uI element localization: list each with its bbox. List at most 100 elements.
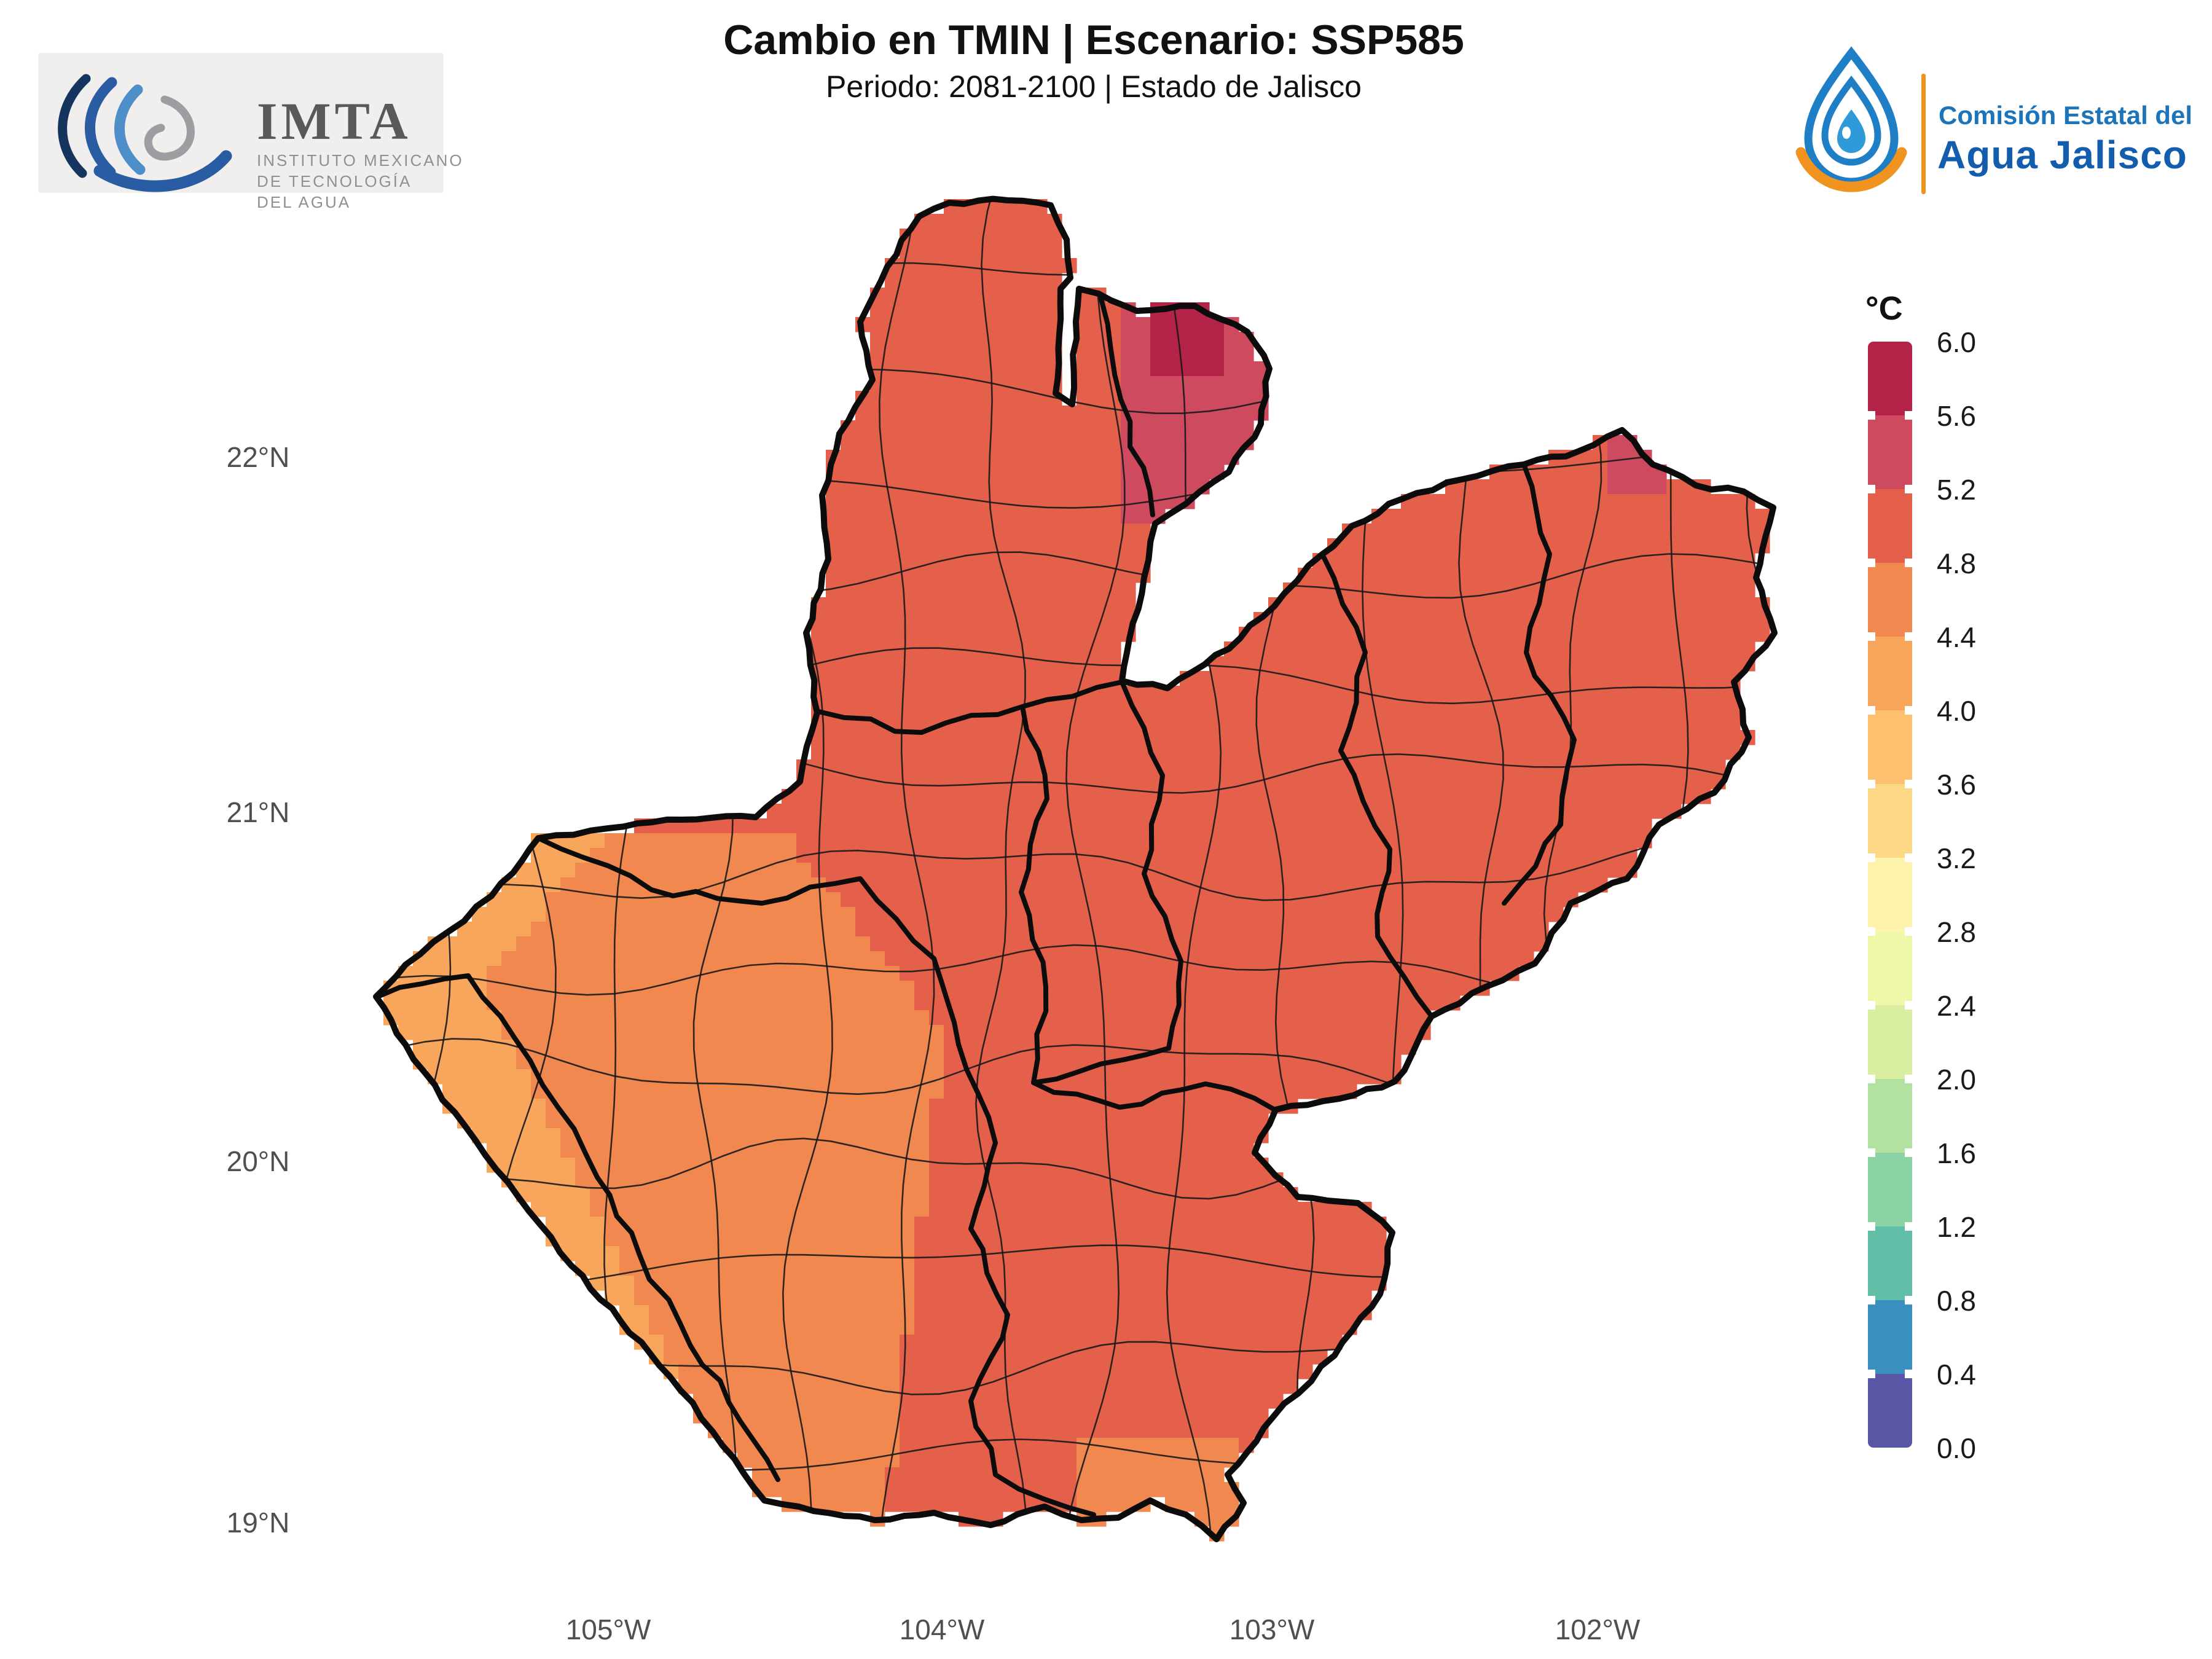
raster-cell [885,1349,900,1365]
raster-cell [959,848,974,863]
raster-cell [811,818,826,834]
raster-cell [1018,1231,1033,1247]
raster-cell [929,538,944,554]
raster-cell [914,981,930,996]
raster-cell [1032,1467,1048,1483]
raster-cell [1224,1379,1239,1394]
raster-cell [1106,1467,1121,1483]
raster-cell [796,1128,812,1143]
raster-cell [1460,627,1475,642]
raster-cell [1135,1438,1151,1453]
raster-cell [1519,597,1534,613]
raster-cell [752,1158,767,1173]
raster-cell [929,863,944,878]
raster-cell [841,1099,856,1114]
raster-cell [1357,877,1372,893]
raster-cell [1534,789,1549,804]
raster-cell [944,1054,959,1070]
raster-cell [1003,302,1018,318]
raster-cell [1357,715,1372,731]
raster-cell [1003,435,1018,450]
raster-cell [767,1099,782,1114]
raster-cell [1401,612,1416,627]
raster-cell [1047,922,1062,937]
raster-cell [973,288,989,303]
raster-cell [811,1320,826,1335]
raster-cell [1091,1467,1107,1483]
raster-cell [973,435,989,450]
raster-cell [826,774,841,790]
raster-cell [1106,597,1121,613]
raster-cell [929,1113,944,1129]
raster-cell [1150,877,1166,893]
raster-cell [1165,1069,1180,1084]
raster-cell [1430,656,1446,672]
region-border-line [1031,680,1183,1085]
raster-cell [1150,435,1166,450]
raster-cell [605,1231,620,1247]
raster-cell [929,818,944,834]
legend-swatch [1868,1300,1912,1374]
lat-tick-label: 21°N [227,796,290,828]
raster-cell [678,848,694,863]
raster-cell [1165,1099,1180,1114]
raster-cell [1268,907,1284,922]
raster-cell [590,1217,605,1232]
raster-cell [855,509,871,524]
raster-cell [1519,538,1534,554]
legend-swatch [1868,415,1912,489]
raster-cell [1342,641,1357,657]
raster-cell [1180,804,1195,819]
raster-cell [1180,1217,1195,1232]
raster-cell [1121,1158,1136,1173]
raster-cell [590,951,605,967]
raster-cell [767,1261,782,1276]
raster-cell [457,1069,473,1084]
raster-cell [634,1143,649,1158]
raster-cell [885,966,900,981]
raster-cell [1003,1172,1018,1188]
raster-cell [619,1158,635,1173]
raster-cell [1283,730,1298,745]
raster-cell [1504,936,1520,952]
raster-cell [885,1364,900,1379]
raster-cell [1062,1187,1077,1202]
raster-cell [575,1010,590,1026]
raster-cell [988,907,1003,922]
raster-cell [693,1290,708,1306]
raster-cell [723,1423,738,1438]
raster-cell [678,1113,694,1129]
raster-cell [959,1335,974,1350]
cea-agua-jalisco-logo: Comisión Estatal del Agua Jalisco [1795,46,2192,194]
raster-cell [870,789,885,804]
raster-cell [1062,1320,1077,1335]
raster-cell [1489,524,1505,539]
raster-cell [1578,494,1593,509]
raster-cell [1445,804,1461,819]
raster-cell [1298,627,1313,642]
raster-cell [1062,1202,1077,1217]
raster-cell [973,597,989,613]
raster-cell [811,1408,826,1424]
raster-cell [1312,1246,1328,1261]
raster-cell [782,1246,797,1261]
raster-cell [855,745,871,760]
raster-cell [1135,391,1151,406]
legend-swatch-gap [1905,485,1915,493]
raster-cell [664,1099,679,1114]
raster-cell [1121,804,1136,819]
raster-cell [1239,759,1254,775]
raster-cell [649,1040,664,1055]
raster-cell [531,936,546,952]
raster-cell [870,656,885,672]
raster-cell [1268,656,1284,672]
raster-cell [767,907,782,922]
raster-cell [1327,877,1343,893]
raster-cell [1077,922,1092,937]
raster-cell [1298,774,1313,790]
raster-cell [1593,730,1608,745]
raster-cell [1445,553,1461,568]
raster-cell [870,1276,885,1291]
raster-cell [988,1084,1003,1099]
raster-cell [1091,818,1107,834]
